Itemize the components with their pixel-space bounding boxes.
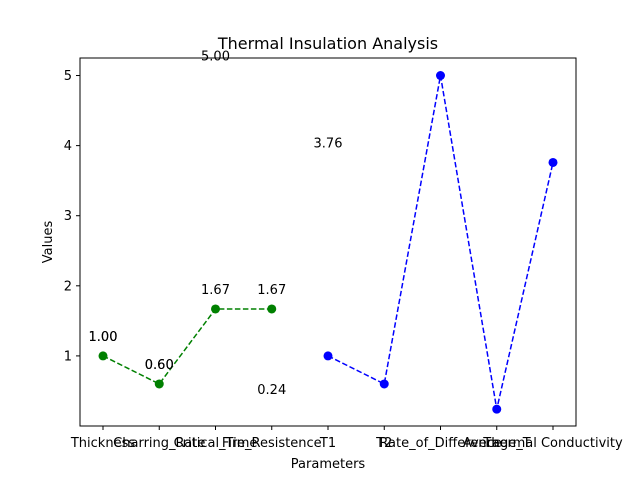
series-line <box>102 308 272 385</box>
data-label: 1.67 <box>201 283 230 298</box>
x-tick-label: Average_T <box>463 436 531 451</box>
data-point <box>379 379 389 389</box>
data-point <box>323 351 333 361</box>
y-tick-label: 5 <box>64 69 72 84</box>
data-label: 0.24 <box>257 383 286 398</box>
x-tick-label: Charring_Rate <box>113 436 205 451</box>
y-tick-label: 2 <box>64 279 72 294</box>
x-tick-label: Fire_Resistence <box>222 436 322 451</box>
series-line <box>327 75 554 410</box>
x-tick-label: Thermal Conductivity <box>482 436 623 451</box>
x-tick-label: Rate_of_Difference <box>379 436 501 451</box>
y-axis-title: Values <box>41 221 56 264</box>
data-label: 5.00 <box>201 50 230 65</box>
x-tick-label: Thickness <box>70 436 135 451</box>
x-tick-label: Critical_Time <box>174 436 258 451</box>
data-point <box>548 157 558 167</box>
y-tick-label: 3 <box>64 209 72 224</box>
y-axis: 1 2 3 4 5 <box>64 69 80 364</box>
data-point <box>98 351 108 361</box>
data-point <box>154 379 164 389</box>
data-label: 1.00 <box>89 330 118 345</box>
data-label: 1.67 <box>257 283 286 298</box>
data-label: 0.60 <box>145 358 174 373</box>
data-point <box>492 404 502 414</box>
data-label-layer: 1.001.000.600.601.67 1.675.000.243.76 <box>89 50 343 399</box>
data-label: 0.60 <box>145 358 174 373</box>
data-label: 3.76 <box>314 136 343 151</box>
data-point <box>211 304 220 314</box>
data-point <box>267 304 277 314</box>
chart-title: Thermal Insulation Analysis <box>217 34 438 53</box>
data-point <box>436 71 445 81</box>
x-tick-label: T1 <box>319 436 336 451</box>
y-tick-label: 1 <box>64 349 72 364</box>
data-label: 1.00 <box>89 330 118 345</box>
y-tick-label: 4 <box>64 139 72 154</box>
x-axis-title: Parameters <box>291 457 366 472</box>
series-layer <box>98 71 558 414</box>
x-tick-label: T2 <box>375 436 392 451</box>
x-axis: ThicknessCharring_RateCritical_TimeFire_… <box>70 426 623 451</box>
